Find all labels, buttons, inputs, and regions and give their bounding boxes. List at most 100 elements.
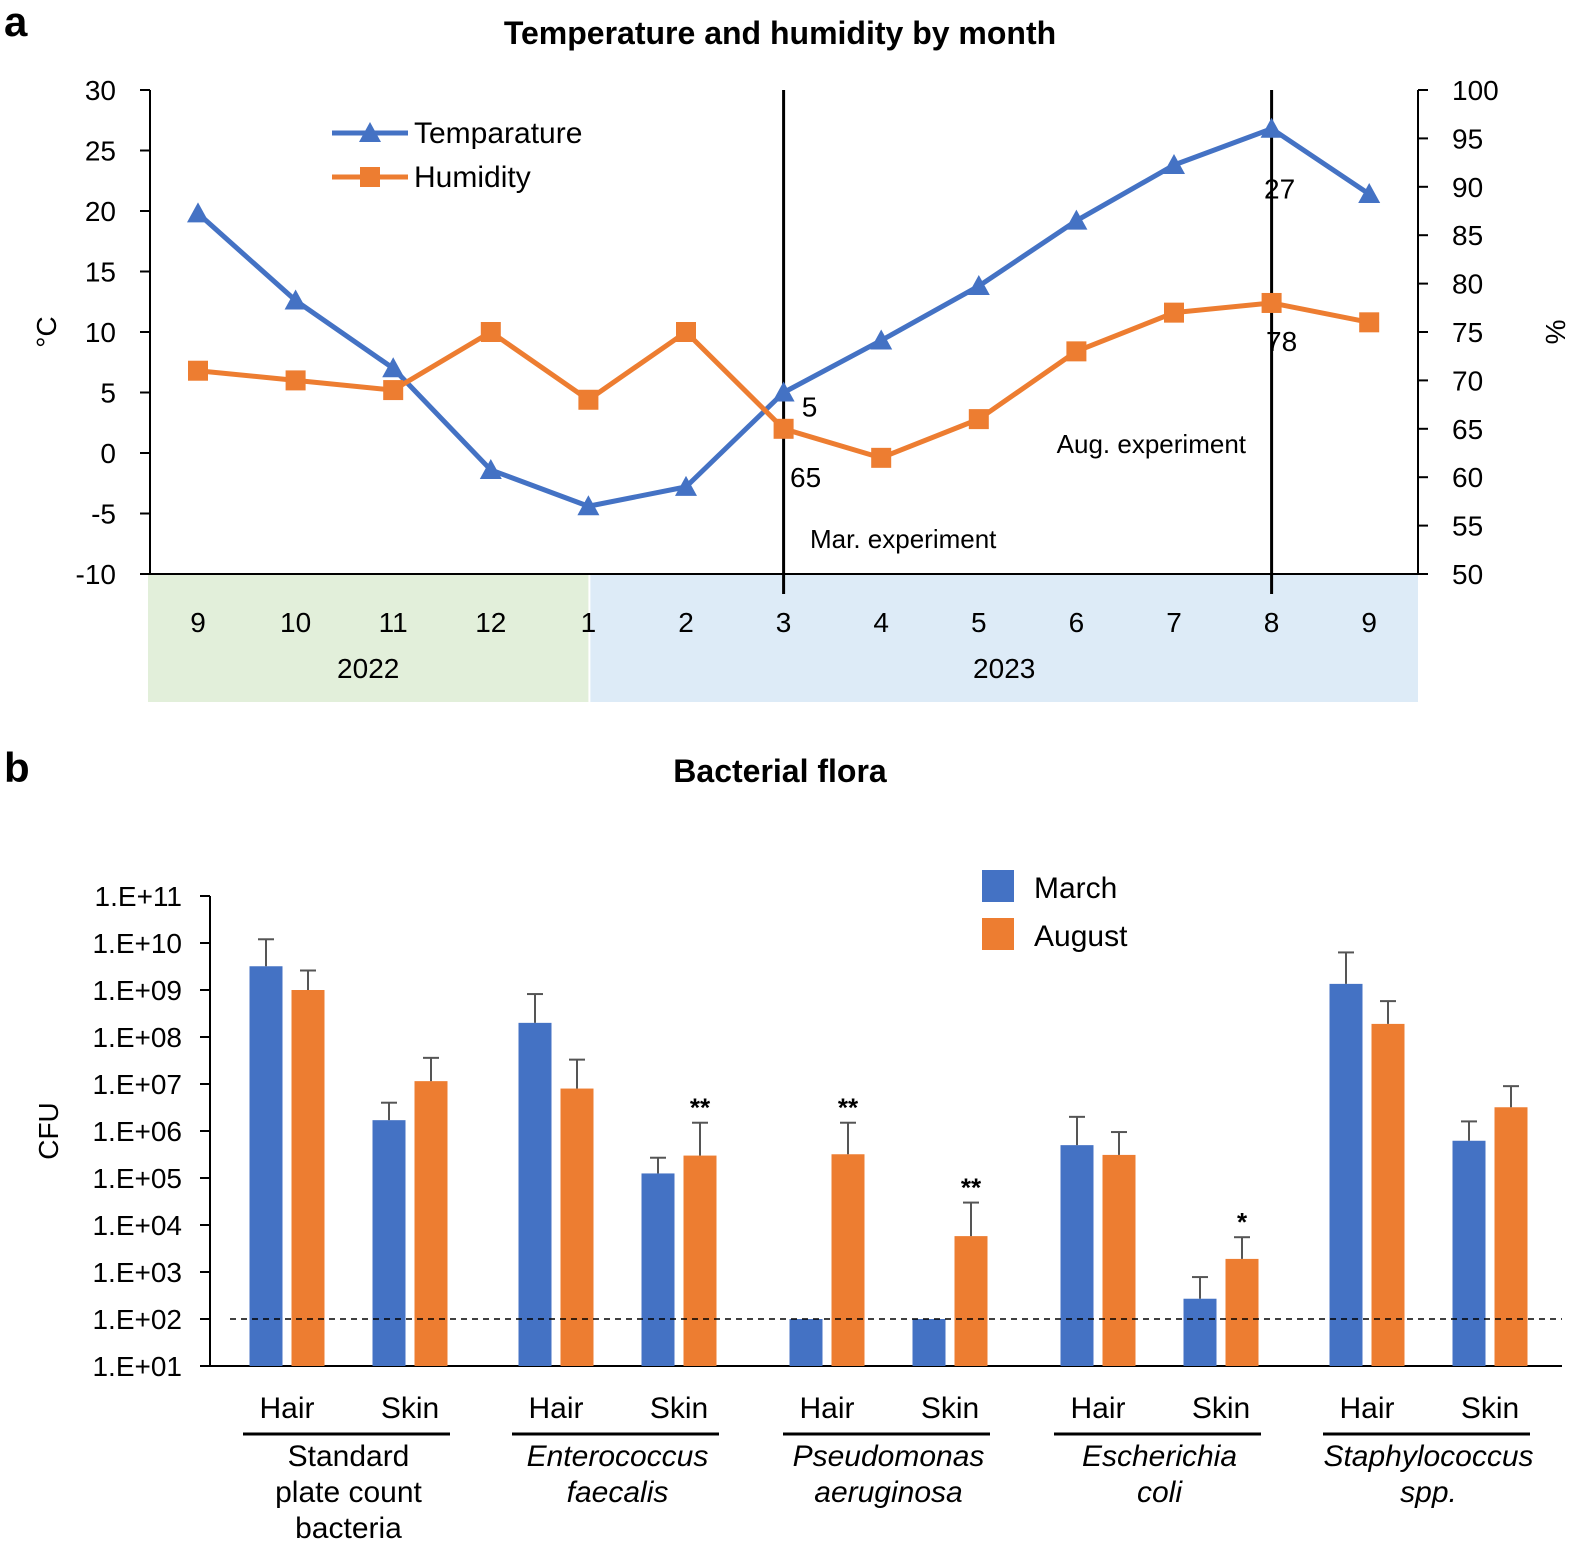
humidity-point xyxy=(968,409,989,430)
left-tick-label: 30 xyxy=(85,75,116,106)
bar-march xyxy=(789,1319,823,1366)
right-tick-label: 75 xyxy=(1452,317,1483,348)
humidity-point xyxy=(578,389,599,410)
legend-label-humidity: Humidity xyxy=(414,161,531,194)
left-tick-label: -10 xyxy=(76,559,116,590)
group-label: Standard xyxy=(288,1440,410,1473)
subcategory-label: Skin xyxy=(1192,1392,1250,1425)
bar-march xyxy=(1183,1298,1217,1366)
bar-march xyxy=(518,1022,552,1366)
data-label: 27 xyxy=(1264,174,1295,205)
subcategory-label: Skin xyxy=(921,1392,979,1425)
subcategory-label: Hair xyxy=(259,1392,314,1425)
year-band-2023 xyxy=(590,574,1418,702)
left-tick-label: 5 xyxy=(100,378,116,409)
month-label: 10 xyxy=(280,607,311,638)
left-tick-label: 20 xyxy=(85,196,116,227)
year-label-2022: 2022 xyxy=(337,653,399,684)
month-label: 11 xyxy=(379,607,408,638)
group-label: Pseudomonas xyxy=(793,1440,985,1473)
humidity-point xyxy=(871,447,892,468)
right-tick-label: 95 xyxy=(1452,123,1483,154)
cfu-tick-label: 1.E+11 xyxy=(95,881,182,912)
cfu-tick-label: 1.E+08 xyxy=(92,1022,182,1053)
subcategory-label: Hair xyxy=(1070,1392,1125,1425)
humidity-point xyxy=(1164,302,1184,323)
cfu-tick-label: 1.E+09 xyxy=(92,975,182,1006)
group-label: bacteria xyxy=(295,1512,402,1545)
humidity-point xyxy=(383,380,404,401)
left-tick-label: -5 xyxy=(91,499,116,530)
mar-experiment-label: Mar. experiment xyxy=(810,524,997,554)
group-label: Enterococcus xyxy=(527,1440,709,1473)
right-tick-label: 65 xyxy=(1452,414,1483,445)
humidity-point xyxy=(285,370,306,391)
left-tick-label: 10 xyxy=(85,317,116,348)
bar-august xyxy=(414,1081,448,1366)
bar-august xyxy=(560,1088,594,1366)
right-tick-label: 85 xyxy=(1452,220,1483,251)
bar-august xyxy=(1371,1023,1405,1366)
group-label: Escherichia xyxy=(1082,1440,1237,1473)
group-label: coli xyxy=(1137,1476,1183,1509)
temperature-point xyxy=(284,289,307,310)
bar-august xyxy=(831,1154,865,1366)
cfu-tick-label: 1.E+10 xyxy=(92,928,182,959)
humidity-point xyxy=(676,322,696,342)
bar-august xyxy=(291,990,325,1366)
cfu-axis-title: CFU xyxy=(33,1102,64,1160)
bar-august xyxy=(954,1236,988,1366)
legend-swatch-august xyxy=(982,918,1014,950)
month-label: 12 xyxy=(475,607,506,638)
group-label: Staphylococcus xyxy=(1323,1440,1533,1473)
legend-marker-triangle xyxy=(359,122,381,142)
humidity-point xyxy=(1359,312,1380,333)
data-label: 5 xyxy=(802,392,818,423)
left-tick-label: 15 xyxy=(85,257,116,288)
bar-march xyxy=(641,1173,675,1366)
month-label: 6 xyxy=(1069,607,1085,638)
cfu-tick-label: 1.E+06 xyxy=(92,1116,182,1147)
right-tick-label: 70 xyxy=(1452,365,1483,396)
bar-march xyxy=(912,1319,946,1366)
bar-march xyxy=(1329,983,1363,1366)
right-tick-label: 90 xyxy=(1452,172,1483,203)
cfu-tick-label: 1.E+02 xyxy=(92,1304,182,1335)
bar-march xyxy=(1060,1145,1094,1366)
right-axis-title: % xyxy=(1540,320,1571,345)
temperature-point xyxy=(382,357,405,378)
left-tick-label: 0 xyxy=(100,438,116,469)
subcategory-label: Hair xyxy=(1339,1392,1394,1425)
panel-b-title: Bacterial flora xyxy=(673,753,887,789)
data-label: 78 xyxy=(1266,326,1297,357)
group-label: aeruginosa xyxy=(814,1476,962,1509)
temperature-point xyxy=(772,381,795,402)
subcategory-label: Skin xyxy=(381,1392,439,1425)
left-axis-title: °C xyxy=(31,316,62,347)
month-label: 4 xyxy=(873,607,889,638)
temperature-point xyxy=(577,495,600,516)
temperature-point xyxy=(1260,117,1283,138)
humidity-point xyxy=(188,360,208,381)
temperature-point xyxy=(1163,154,1185,175)
subcategory-label: Skin xyxy=(1461,1392,1519,1425)
group-label: faecalis xyxy=(567,1476,669,1509)
legend-swatch-march xyxy=(982,870,1014,902)
significance-mark: ** xyxy=(838,1093,859,1123)
data-label: 65 xyxy=(790,462,821,493)
significance-mark: * xyxy=(1237,1207,1248,1237)
bar-august xyxy=(1225,1258,1259,1366)
right-tick-label: 80 xyxy=(1452,269,1483,300)
cfu-tick-label: 1.E+05 xyxy=(92,1163,182,1194)
temperature-point xyxy=(1065,209,1088,230)
panel-a-title: Temperature and humidity by month xyxy=(504,15,1056,51)
subcategory-label: Hair xyxy=(799,1392,854,1425)
month-label: 5 xyxy=(971,607,987,638)
cfu-tick-label: 1.E+03 xyxy=(92,1257,182,1288)
significance-mark: ** xyxy=(961,1173,982,1203)
month-label: 9 xyxy=(190,607,206,638)
cfu-tick-label: 1.E+07 xyxy=(92,1069,182,1100)
right-tick-label: 50 xyxy=(1452,559,1483,590)
temperature-point xyxy=(675,475,697,496)
